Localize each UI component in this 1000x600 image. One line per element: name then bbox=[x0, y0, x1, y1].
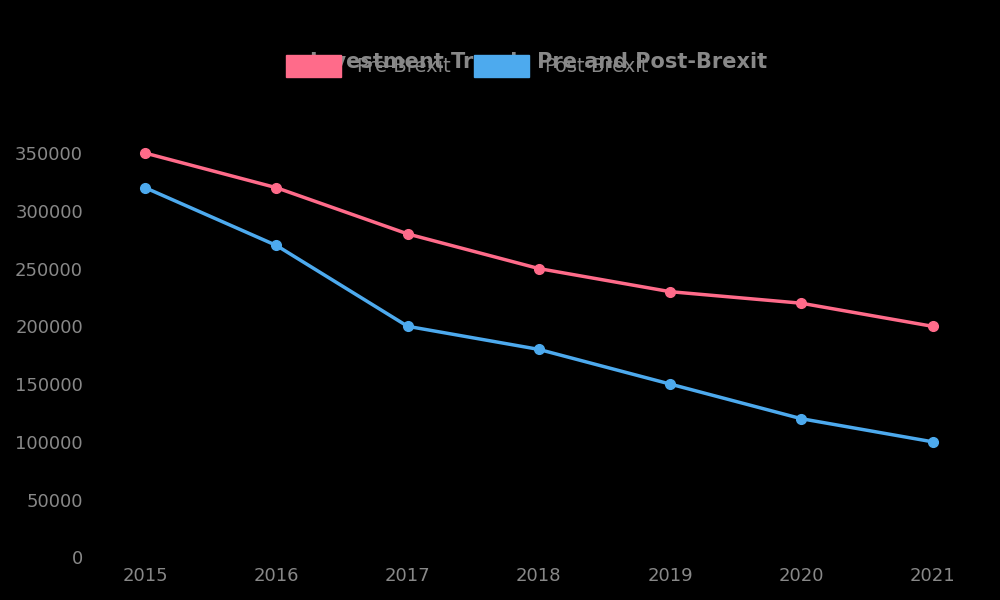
Pre-Brexit bbox=[402, 230, 414, 238]
Pre-Brexit bbox=[533, 265, 545, 272]
Post-Brexit bbox=[139, 184, 151, 191]
Post-Brexit bbox=[533, 346, 545, 353]
Line: Post-Brexit: Post-Brexit bbox=[140, 183, 937, 446]
Post-Brexit bbox=[795, 415, 807, 422]
Pre-Brexit bbox=[664, 288, 676, 295]
Pre-Brexit bbox=[139, 149, 151, 157]
Post-Brexit bbox=[270, 242, 282, 249]
Pre-Brexit bbox=[795, 299, 807, 307]
Pre-Brexit bbox=[927, 323, 939, 330]
Post-Brexit bbox=[664, 380, 676, 388]
Title: Investment Trends Pre and Post-Brexit: Investment Trends Pre and Post-Brexit bbox=[310, 52, 767, 71]
Post-Brexit bbox=[402, 323, 414, 330]
Pre-Brexit bbox=[270, 184, 282, 191]
Legend: Pre-Brexit, Post-Brexit: Pre-Brexit, Post-Brexit bbox=[277, 45, 658, 87]
Post-Brexit bbox=[927, 438, 939, 445]
Line: Pre-Brexit: Pre-Brexit bbox=[140, 148, 937, 331]
